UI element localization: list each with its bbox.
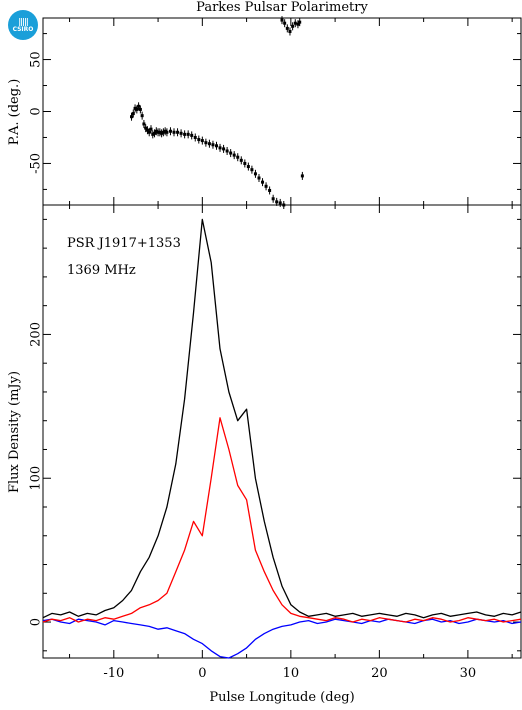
pa-point bbox=[154, 129, 158, 133]
pa-point bbox=[153, 131, 157, 135]
pa-point bbox=[168, 129, 172, 133]
pa-point bbox=[291, 24, 295, 28]
pa-point bbox=[145, 128, 149, 132]
pa-point bbox=[211, 143, 215, 147]
pa-y-tick-label: 50 bbox=[29, 51, 44, 68]
pa-point bbox=[246, 165, 250, 169]
pa-point bbox=[137, 104, 141, 108]
flux-panel-frame bbox=[42, 204, 522, 659]
flux-series-line-0 bbox=[42, 218, 522, 619]
pa-y-axis-label: P.A. (deg.) bbox=[7, 79, 22, 146]
pa-points bbox=[130, 16, 304, 209]
pa-point bbox=[271, 197, 275, 201]
flux-ticks: -10 0 10 20 30 0 100 200 bbox=[29, 205, 521, 681]
pa-point bbox=[229, 151, 233, 155]
pa-point bbox=[149, 127, 153, 131]
pa-panel-frame bbox=[42, 17, 522, 206]
flux-x-tick-label: 20 bbox=[371, 666, 388, 681]
pa-point bbox=[253, 172, 257, 176]
pa-point bbox=[142, 122, 146, 126]
pa-point bbox=[131, 112, 135, 116]
pa-point bbox=[278, 201, 282, 205]
pa-point bbox=[200, 139, 204, 143]
pa-point bbox=[161, 130, 165, 134]
logo-bars-icon: ||||| bbox=[18, 16, 29, 26]
flux-y-axis-label: Flux Density (mJy) bbox=[7, 371, 22, 493]
flux-panel: -10 0 10 20 30 0 100 200 PSR J1917+1353 1369 MH… bbox=[7, 204, 522, 705]
pa-point bbox=[151, 132, 155, 136]
pa-point bbox=[135, 107, 139, 111]
pa-point bbox=[296, 22, 300, 26]
pa-point bbox=[236, 155, 240, 159]
pa-point bbox=[138, 107, 142, 111]
flux-x-tick-label: -10 bbox=[103, 666, 124, 681]
flux-lines bbox=[42, 218, 522, 659]
pa-point bbox=[280, 18, 284, 22]
pa-point bbox=[197, 138, 201, 142]
pa-point bbox=[250, 168, 254, 172]
flux-y-tick-label: 0 bbox=[29, 618, 44, 626]
pa-point bbox=[218, 146, 222, 150]
pa-point bbox=[160, 131, 164, 135]
pa-point bbox=[222, 147, 226, 151]
pa-point bbox=[257, 176, 261, 180]
flux-y-tick-label: 200 bbox=[29, 322, 44, 347]
pa-ticks: -50 0 50 bbox=[29, 18, 521, 205]
pa-point bbox=[214, 144, 218, 148]
pa-point bbox=[176, 130, 180, 134]
pa-y-tick-label: -50 bbox=[29, 153, 44, 174]
pa-point bbox=[130, 115, 134, 119]
pa-point bbox=[293, 21, 297, 25]
pa-point bbox=[261, 180, 265, 184]
flux-x-tick-label: 10 bbox=[283, 666, 300, 681]
pa-point bbox=[283, 21, 287, 25]
pa-point bbox=[298, 20, 302, 24]
pa-point bbox=[225, 149, 229, 153]
pa-point bbox=[163, 129, 167, 133]
frequency-annotation: 1369 MHz bbox=[67, 263, 136, 278]
pa-point bbox=[193, 135, 197, 139]
pa-point bbox=[207, 142, 211, 146]
flux-y-tick-label: 100 bbox=[29, 466, 44, 491]
logo-text: CSIRO bbox=[12, 25, 34, 33]
pa-point bbox=[147, 130, 151, 134]
pa-point bbox=[165, 130, 169, 134]
csiro-logo-icon: ||||| CSIRO bbox=[8, 10, 38, 40]
flux-x-tick-label: 0 bbox=[198, 666, 206, 681]
pa-point bbox=[232, 153, 236, 157]
pa-point bbox=[140, 114, 144, 118]
flux-series-line-2 bbox=[42, 618, 522, 659]
pa-point bbox=[204, 141, 208, 145]
flux-x-axis-label: Pulse Longitude (deg) bbox=[209, 690, 354, 705]
pa-point bbox=[183, 132, 187, 136]
pa-point bbox=[275, 200, 279, 204]
pa-point bbox=[190, 133, 194, 137]
pa-point bbox=[172, 130, 176, 134]
flux-x-tick-label: 30 bbox=[460, 666, 477, 681]
pa-point bbox=[158, 130, 162, 134]
pulsar-name-annotation: PSR J1917+1353 bbox=[67, 236, 181, 251]
pa-point bbox=[288, 30, 292, 34]
pa-point bbox=[300, 174, 304, 178]
flux-series-line-1 bbox=[42, 417, 522, 623]
pa-panel: -50 0 50 P.A. (deg.) bbox=[7, 16, 522, 209]
pa-point bbox=[285, 26, 289, 30]
pa-point bbox=[144, 126, 148, 130]
chart-title: Parkes Pulsar Polarimetry bbox=[196, 0, 368, 15]
pa-point bbox=[133, 106, 137, 110]
pa-point bbox=[239, 158, 243, 162]
pa-point bbox=[268, 188, 272, 192]
pa-point bbox=[264, 184, 268, 188]
pa-point bbox=[243, 161, 247, 165]
pa-point bbox=[186, 132, 190, 136]
pa-point bbox=[179, 131, 183, 135]
pa-y-tick-label: 0 bbox=[29, 107, 44, 115]
pa-point bbox=[156, 130, 160, 134]
